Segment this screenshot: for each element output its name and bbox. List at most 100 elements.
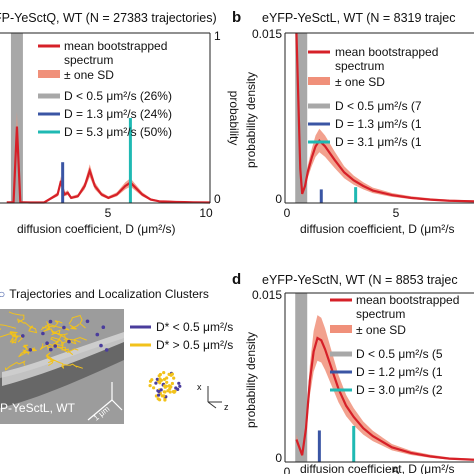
microscopy-image: P-YeSctL, WT 1 μm: [0, 309, 124, 424]
panel-a-legend-pop2: D = 1.3 μm²/s (24%): [64, 107, 172, 121]
panel-d: d eYFP-YeSctN, WT (N = 8853 trajec 0.015…: [232, 271, 474, 474]
cell-label: P-YeSctL, WT: [0, 401, 76, 415]
panel-c-legend: D* < 0.5 μm²/s D* > 0.5 μm²/s: [130, 320, 233, 352]
trajectory-fast: [61, 363, 83, 369]
cluster-point: [162, 371, 166, 375]
panel-d-xtick-5: 5: [393, 465, 400, 474]
panel-b-xtick-5: 5: [393, 206, 400, 220]
panel-d-letter: d: [232, 271, 241, 288]
cluster-point: [156, 397, 160, 401]
panel-d-pop-slow-band: [295, 293, 308, 462]
cluster-point: [177, 381, 181, 385]
trajectory-fast: [58, 335, 70, 347]
trajectory-fast: [24, 321, 38, 334]
cluster-point: [176, 387, 180, 391]
panel-d-title: eYFP-YeSctN, WT (N = 8853 trajec: [262, 273, 458, 287]
panel-b-letter: b: [232, 9, 241, 26]
trajectory-fast: [0, 333, 23, 343]
localization-slow: [53, 344, 57, 348]
localization-slow: [85, 319, 90, 324]
cluster-3d-view: [148, 371, 182, 402]
panel-d-legend-pop2: D = 1.2 μm²/s (1: [356, 365, 443, 379]
trajectory-fast: [68, 314, 86, 329]
panel-b-legend: mean bootstrapped spectrum ± one SD D < …: [308, 45, 438, 149]
legend-slow-label: D* < 0.5 μm²/s: [156, 320, 233, 334]
cluster-point: [160, 394, 164, 398]
panel-d-xlabel: diffusion coefficient, D (μm²/s: [300, 462, 455, 474]
cluster-point: [152, 386, 156, 390]
panel-b-plot-area: [295, 32, 474, 203]
panel-a-legend-sd: ± one SD: [64, 68, 114, 82]
panel-d-legend-pop1: D < 0.5 μm²/s (5: [356, 347, 443, 361]
panel-b-title: eYFP-YeSctL, WT (N = 8319 trajec: [262, 11, 456, 25]
panel-a-plot-area: [6, 33, 211, 204]
panel-a-ylabel: probability: [227, 91, 241, 146]
panel-b-legend-pop2: D = 1.3 μm²/s (1: [335, 117, 422, 131]
cluster-point: [158, 381, 162, 385]
panel-a-legend-mean: mean bootstrapped: [64, 39, 167, 53]
panel-b-mean-line: [295, 32, 474, 203]
panel-d-xtick-0: 0: [284, 465, 291, 474]
trajectory-fast: [40, 320, 63, 331]
localization-slow: [49, 347, 53, 352]
panel-a-legend-mean2: spectrum: [64, 53, 113, 67]
trajectory-fast: [8, 311, 25, 325]
cluster-point: [173, 389, 177, 393]
cluster-point: [148, 379, 153, 383]
cluster-point: [170, 381, 174, 386]
cluster-point: [162, 377, 167, 381]
panel-b-legend-sd: ± one SD: [335, 75, 385, 89]
panel-a-xtick-10: 10: [199, 206, 213, 220]
trajectory-fast: [4, 360, 26, 371]
trajectory-fast: [69, 323, 80, 330]
panel-a-legend-pop1: D < 0.5 μm²/s (26%): [64, 89, 172, 103]
panel-d-ytick-max: 0.015: [252, 288, 282, 302]
cluster-point: [157, 393, 161, 397]
scale-bar-line-1: [87, 399, 113, 421]
panel-b-ytick-max: 0.015: [252, 27, 282, 41]
cluster-point: [148, 384, 152, 388]
cluster-point: [178, 384, 182, 388]
triad-z-label: z: [224, 402, 229, 412]
localization-slow: [62, 325, 66, 330]
panel-b-legend-mean: mean bootstrapped: [335, 45, 438, 59]
localization-slow: [101, 325, 106, 330]
triad-diagonal: [207, 401, 217, 409]
panel-a-mean-line: [6, 126, 211, 204]
localization-slow: [95, 332, 100, 337]
panel-d-legend-sd: ± one SD: [356, 323, 406, 337]
axes-triad: x z: [197, 382, 229, 412]
panel-a-title: FP-YeSctQ, WT (N = 27383 trajectories): [0, 11, 217, 25]
panel-a: FP-YeSctQ, WT (N = 27383 trajectories) 1…: [0, 11, 241, 236]
cluster-point: [159, 378, 163, 382]
localization-slow: [41, 331, 45, 336]
panel-d-legend-mean2: spectrum: [356, 307, 405, 321]
trajectory-fast: [45, 352, 64, 365]
cluster-point: [170, 372, 174, 376]
localization-slow: [104, 348, 109, 352]
cluster-point: [157, 389, 161, 394]
panel-b-xlabel: diffusion coefficient, D (μm²/s: [300, 222, 455, 236]
panel-c-title: ○ Trajectories and Localization Clusters: [0, 287, 209, 301]
panel-a-xlabel: diffusion coefficient, D (μm²/s): [17, 222, 176, 236]
cell-shadow: [0, 338, 124, 408]
trajectory-fast: [50, 336, 66, 352]
panel-b-legend-pop3: D = 3.1 μm²/s (1: [335, 135, 422, 149]
panel-b: b eYFP-YeSctL, WT (N = 8319 trajec 0.015…: [232, 9, 474, 236]
cluster-point: [168, 386, 172, 391]
triad-x-label: x: [197, 382, 202, 392]
cluster-point: [166, 389, 170, 393]
trajectory-fast: [39, 343, 57, 351]
scale-bar-line-2: [111, 399, 123, 411]
localization-slow: [48, 319, 53, 324]
panel-b-legend-mean2: spectrum: [335, 59, 384, 73]
panel-b-xtick-0: 0: [284, 206, 291, 220]
panel-a-legend-sd-swatch: [38, 70, 60, 78]
panel-d-legend: mean bootstrapped spectrum ± one SD D < …: [330, 293, 459, 397]
panel-b-ytick-0: 0: [275, 192, 282, 206]
panel-d-legend-sd-swatch: [330, 325, 352, 333]
trajectory-fast: [46, 357, 56, 367]
panel-d-legend-mean: mean bootstrapped: [356, 293, 459, 307]
legend-fast-label: D* > 0.5 μm²/s: [156, 338, 233, 352]
